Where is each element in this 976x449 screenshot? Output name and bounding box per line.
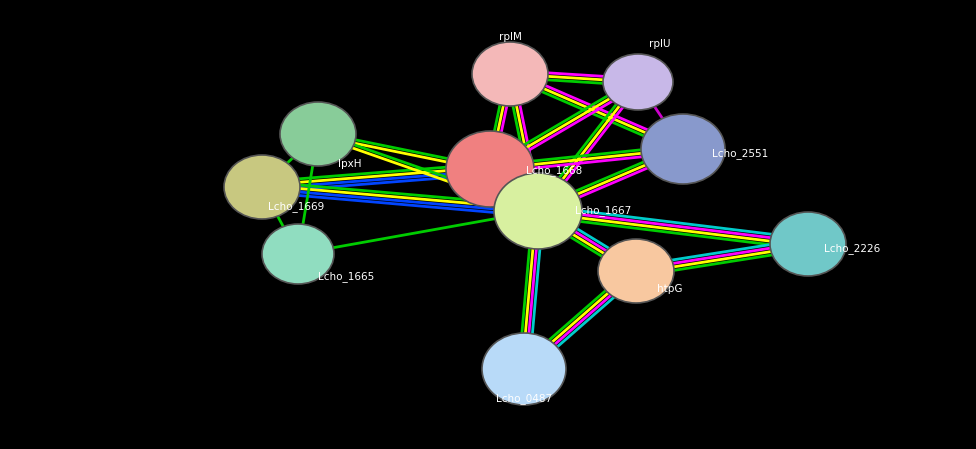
Ellipse shape [482,333,566,405]
Text: Lcho_1667: Lcho_1667 [575,206,631,216]
Text: lpxH: lpxH [339,159,362,169]
Ellipse shape [494,173,582,249]
Text: rplU: rplU [649,39,671,49]
Ellipse shape [598,239,674,303]
Text: Lcho_2226: Lcho_2226 [824,243,880,255]
Ellipse shape [446,131,534,207]
Text: htpG: htpG [657,284,683,294]
Ellipse shape [641,114,725,184]
Ellipse shape [603,54,673,110]
Text: Lcho_1668: Lcho_1668 [526,166,582,176]
Text: Lcho_0487: Lcho_0487 [496,393,552,405]
Ellipse shape [224,155,300,219]
Text: Lcho_2551: Lcho_2551 [712,149,768,159]
Ellipse shape [770,212,846,276]
Ellipse shape [472,42,548,106]
Ellipse shape [262,224,334,284]
Text: rplM: rplM [499,32,521,42]
Text: Lcho_1665: Lcho_1665 [318,272,374,282]
Text: Lcho_1669: Lcho_1669 [267,202,324,212]
Ellipse shape [280,102,356,166]
